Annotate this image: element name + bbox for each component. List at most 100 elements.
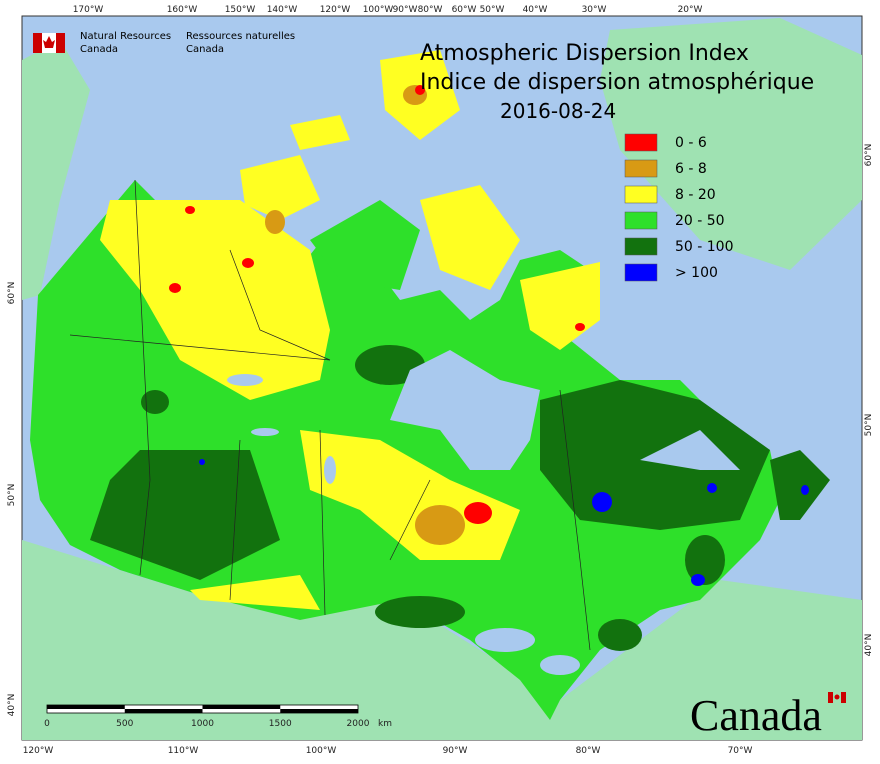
zone-blob: [185, 206, 195, 214]
lon-label: 90°W: [393, 5, 418, 15]
zone-blob: [801, 485, 809, 495]
graticule: 170°W 160°W 150°W 140°W 120°W 100°W 90°W 80°W 60…: [7, 5, 874, 756]
boundaries: [69, 179, 591, 651]
agency-fr: Ressources naturelles: [186, 31, 295, 42]
legend: 0 - 6 6 - 8 8 - 20 20 - 50 50 - 100 > 100: [624, 133, 734, 282]
boundary: [229, 249, 331, 361]
zone-blob: [592, 492, 612, 512]
zone-west: [90, 450, 280, 580]
zone-blob: [598, 619, 642, 651]
scale-label: 1000: [191, 719, 214, 729]
boundary: [229, 439, 241, 601]
legend-swatch: [624, 263, 658, 282]
legend-swatch: [624, 185, 658, 204]
title-en: Atmospheric Dispersion Index: [420, 41, 749, 66]
zone-blob: [707, 483, 717, 493]
scale-bar: 0 500 1000 1500 2000 km: [44, 704, 392, 729]
zone-blob: [355, 345, 425, 385]
agency-fr: Canada: [186, 44, 224, 55]
flag-logo: [33, 33, 65, 53]
flag-bar: [841, 692, 846, 703]
legend-label: 20 - 50: [675, 213, 725, 229]
lon-label: 120°W: [320, 5, 351, 15]
lon-label: 170°W: [73, 5, 104, 15]
lat-label: 60°N: [864, 144, 874, 167]
boundary: [559, 389, 591, 651]
date: 2016-08-24: [500, 99, 616, 123]
legend-label: 6 - 8: [675, 161, 707, 177]
legend-label: 50 - 100: [675, 239, 734, 255]
st-lawrence: [640, 430, 740, 470]
zone-blob: [691, 574, 705, 586]
lake: [540, 655, 580, 675]
zone-blob: [464, 502, 492, 524]
scale-segment: [202, 705, 281, 709]
legend-label: 8 - 20: [675, 187, 716, 203]
boundary: [319, 429, 326, 616]
lon-label: 80°W: [576, 746, 601, 756]
zone-north: [100, 200, 330, 400]
legend-swatch: [624, 237, 658, 256]
flag-bar: [33, 33, 42, 53]
maple-leaf: [834, 694, 840, 700]
lon-label: 160°W: [167, 5, 198, 15]
lake: [227, 374, 263, 386]
zone-blob: [415, 505, 465, 545]
lake: [475, 628, 535, 652]
zone-baffin: [420, 185, 520, 290]
zone-blob: [415, 85, 425, 95]
flag-bar: [828, 692, 833, 703]
lon-label: 150°W: [225, 5, 256, 15]
greenland: [600, 18, 862, 270]
lat-label: 40°N: [864, 634, 874, 657]
index-zones: [30, 50, 830, 720]
lon-label: 110°W: [168, 746, 199, 756]
lon-label: 40°W: [523, 5, 548, 15]
zone-blob: [242, 258, 254, 268]
alaska: [22, 40, 90, 300]
agency-en: Natural Resources: [80, 31, 171, 42]
lon-label: 90°W: [443, 746, 468, 756]
flag-bar: [56, 33, 65, 53]
lat-label: 60°N: [7, 282, 17, 305]
boundary: [389, 479, 431, 561]
zone-blob: [685, 535, 725, 585]
scale-label: 500: [116, 719, 133, 729]
title-fr: Indice de dispersion atmosphérique: [420, 70, 814, 95]
hudson-bay: [390, 350, 540, 470]
zone-prairie: [190, 575, 320, 610]
lon-label: 80°W: [418, 5, 443, 15]
lon-label: 50°W: [480, 5, 505, 15]
zone-blob: [169, 283, 181, 293]
lon-label: 60°W: [452, 5, 477, 15]
scale-label: 0: [44, 719, 50, 729]
maple-leaf: [43, 36, 55, 48]
boundary: [134, 179, 151, 576]
scale-label: 1500: [269, 719, 292, 729]
lon-label: 100°W: [306, 746, 337, 756]
water: [227, 350, 740, 675]
lat-label: 40°N: [7, 694, 17, 717]
zone-island: [240, 155, 320, 220]
wordmark: Canada: [690, 691, 822, 740]
scale-unit: km: [378, 719, 392, 729]
lat-label: 50°N: [864, 414, 874, 437]
lon-label: 100°W: [363, 5, 394, 15]
scale-label: 2000: [347, 719, 370, 729]
legend-label: > 100: [675, 265, 718, 281]
zone-island: [310, 200, 420, 290]
zone-blob: [575, 323, 585, 331]
lon-label: 70°W: [728, 746, 753, 756]
zone-newfoundland: [770, 450, 830, 520]
zone-island: [290, 115, 350, 150]
lake: [324, 456, 336, 484]
wordmark-flag: [828, 692, 846, 703]
scale-segment: [47, 705, 125, 709]
legend-swatch: [624, 133, 658, 152]
legend-swatch: [624, 159, 658, 178]
scale-segment: [124, 709, 203, 713]
lat-label: 50°N: [7, 484, 17, 507]
lon-label: 20°W: [678, 5, 703, 15]
zone-blob: [375, 596, 465, 628]
